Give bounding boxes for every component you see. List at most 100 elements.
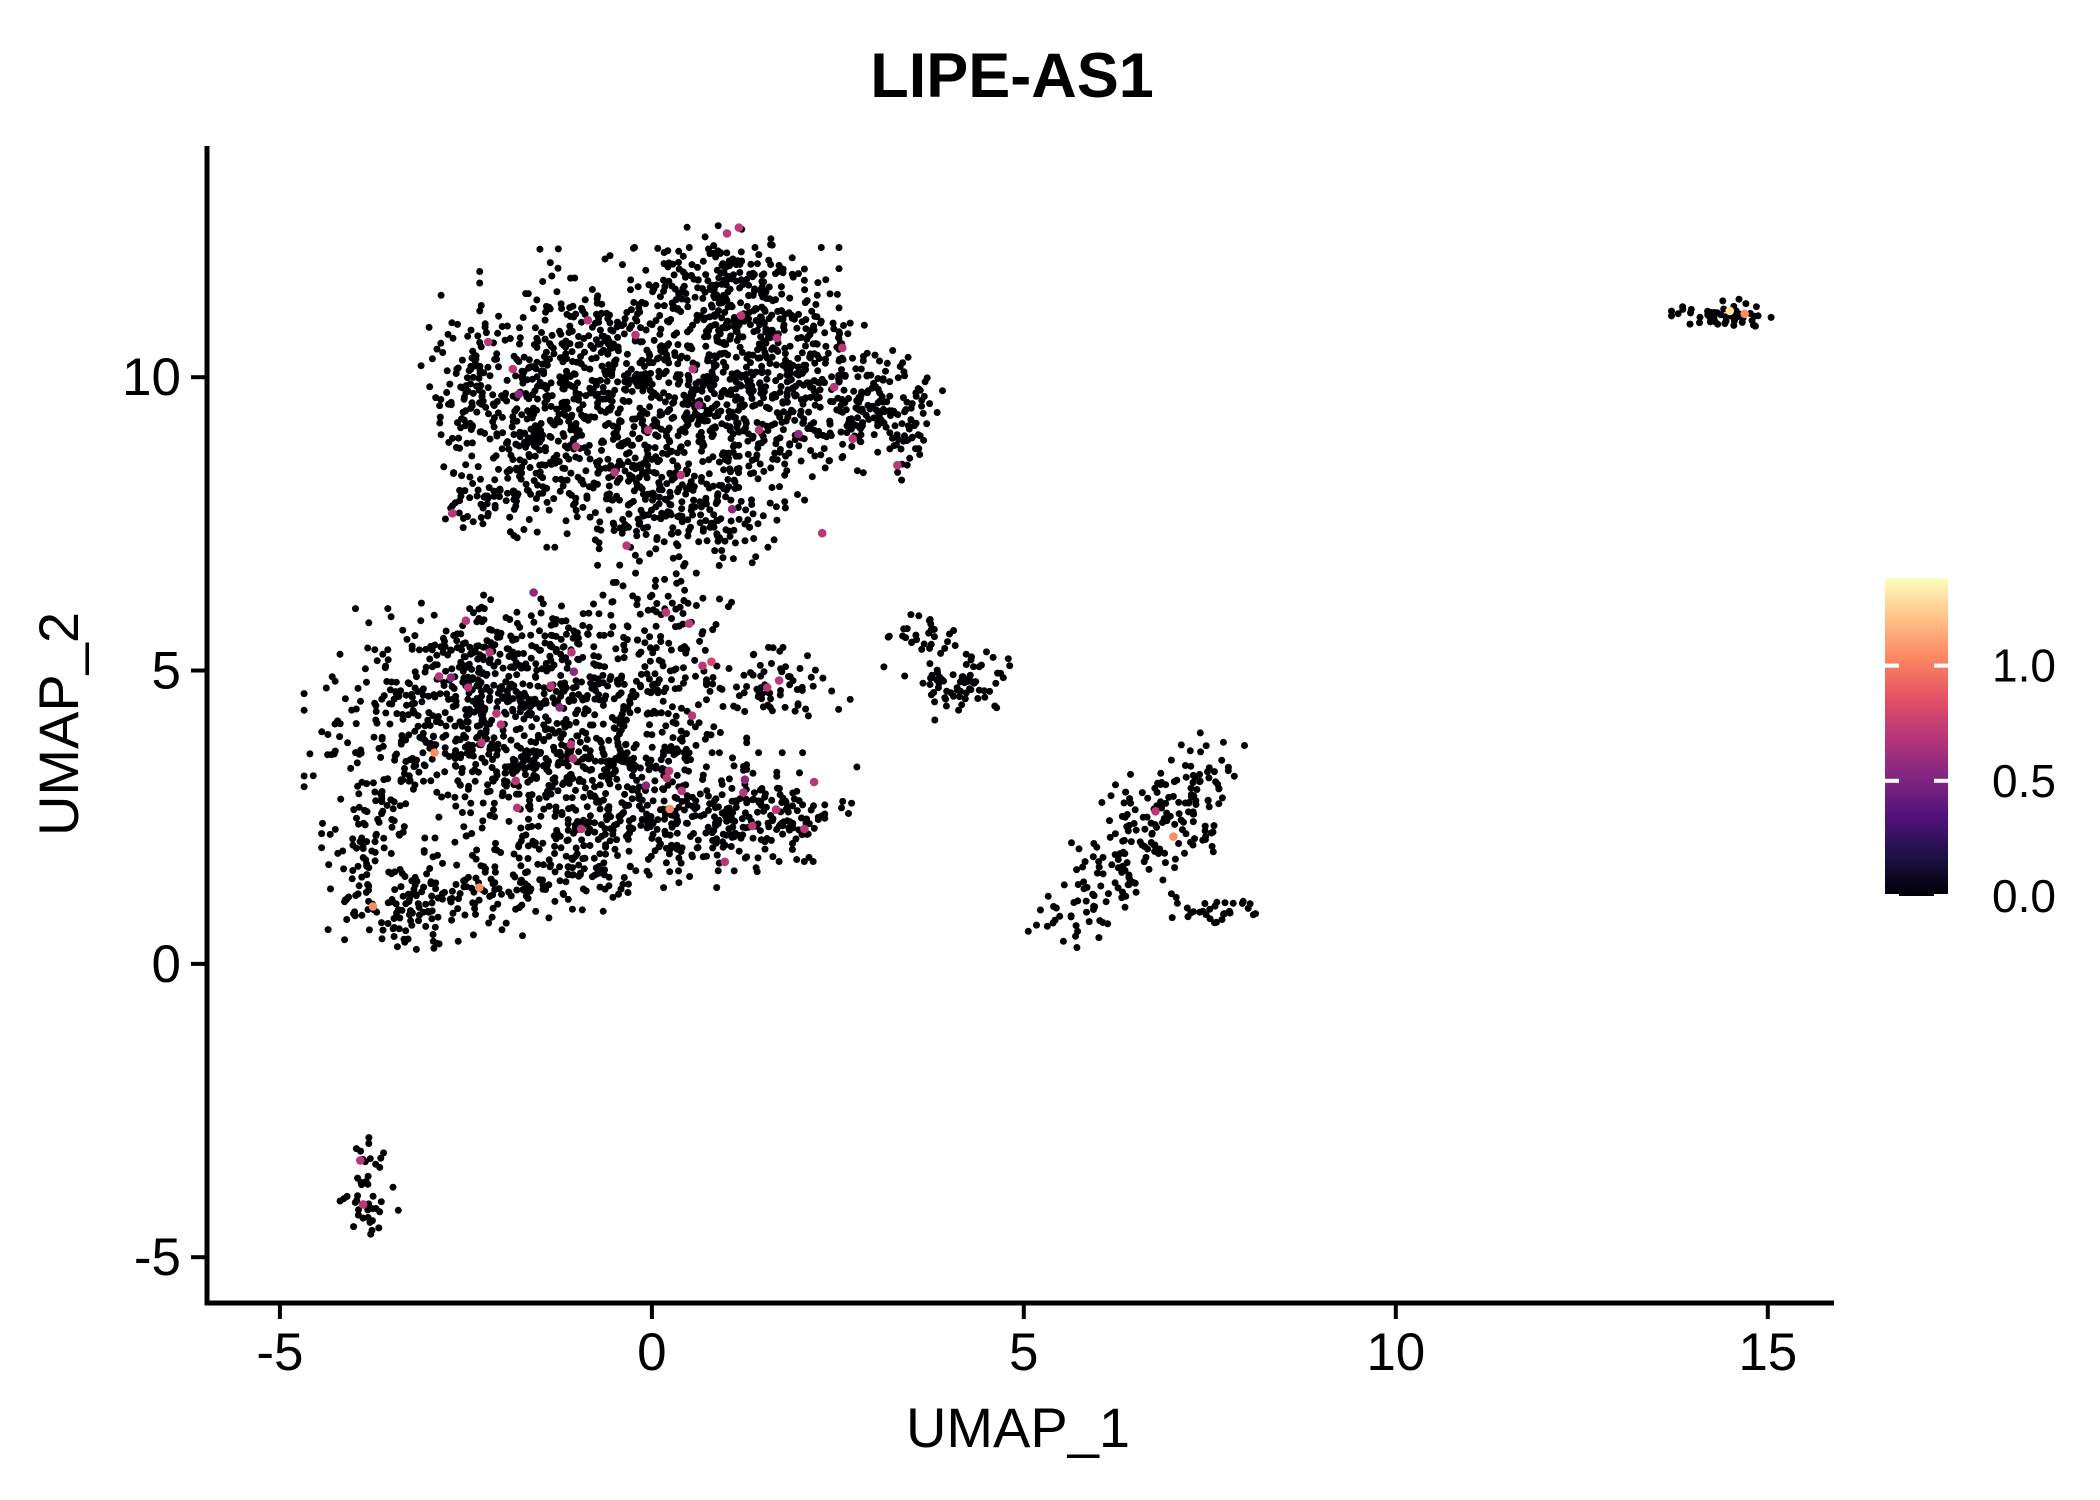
scatter-points (300, 222, 1775, 1238)
data-point (651, 444, 659, 452)
data-point (714, 803, 722, 811)
data-point (699, 257, 707, 265)
data-point (545, 856, 553, 864)
data-point (904, 353, 912, 361)
data-point (336, 720, 344, 728)
data-point (533, 436, 540, 444)
data-point (662, 722, 670, 730)
data-point (550, 832, 558, 840)
data-point (713, 516, 721, 524)
data-point (533, 715, 540, 723)
data-point (826, 290, 834, 298)
data-point (592, 661, 600, 669)
data-point (792, 382, 800, 390)
data-point (780, 408, 788, 416)
data-point (524, 855, 532, 862)
data-point (433, 651, 441, 659)
data-point (791, 707, 799, 715)
data-point (967, 686, 975, 694)
data-point (688, 394, 696, 401)
data-point (795, 442, 803, 450)
data-point (858, 388, 866, 396)
data-point (507, 892, 515, 900)
data-point (350, 806, 358, 814)
data-point (488, 913, 496, 921)
data-point (744, 450, 752, 458)
data-point (893, 431, 901, 439)
data-point (685, 460, 693, 468)
data-point (512, 713, 520, 721)
expressing-cell-point (583, 316, 593, 325)
data-point (1131, 806, 1139, 814)
data-point (673, 462, 681, 470)
data-point (777, 687, 785, 694)
data-point (744, 437, 752, 445)
data-point (579, 610, 587, 618)
data-point (542, 348, 550, 356)
data-point (619, 880, 627, 888)
data-point (544, 787, 552, 795)
data-point (459, 524, 467, 532)
data-point (604, 334, 611, 342)
data-point (513, 405, 521, 413)
data-point (560, 643, 568, 651)
data-point (399, 892, 407, 900)
data-point (491, 641, 499, 649)
data-point (463, 374, 471, 382)
data-point (653, 392, 661, 399)
data-point (747, 390, 755, 397)
data-point (786, 440, 794, 448)
data-point (1073, 944, 1081, 951)
data-point (694, 411, 702, 419)
data-point (1219, 738, 1227, 746)
data-point (737, 248, 745, 256)
data-point (336, 1197, 344, 1205)
data-point (399, 828, 407, 836)
data-point (677, 727, 685, 735)
data-point (649, 797, 657, 805)
data-point (363, 808, 371, 816)
data-point (505, 445, 513, 453)
data-point (1118, 894, 1126, 902)
data-point (400, 823, 408, 831)
data-point (550, 661, 558, 669)
data-point (711, 547, 719, 555)
data-point (383, 801, 391, 809)
data-point (551, 897, 559, 905)
data-point (589, 385, 597, 393)
data-point (747, 470, 754, 478)
data-point (887, 412, 894, 419)
data-point (1220, 910, 1228, 918)
data-point (863, 372, 871, 380)
data-point (552, 687, 560, 695)
data-point (1106, 833, 1114, 841)
data-point (458, 356, 466, 364)
data-point (656, 293, 664, 301)
data-point (493, 350, 501, 358)
data-point (533, 666, 541, 674)
data-point (594, 390, 602, 398)
data-point (372, 1160, 380, 1168)
data-point (520, 650, 527, 657)
expressing-cell-point (529, 588, 538, 597)
data-point (523, 486, 531, 494)
data-point (1144, 845, 1152, 853)
data-point (489, 756, 496, 763)
data-point (876, 410, 883, 418)
data-point (715, 749, 723, 757)
data-point (601, 663, 609, 671)
data-point (609, 341, 617, 349)
expressing-cell-point (1151, 807, 1160, 816)
data-point (396, 914, 404, 922)
data-point (644, 819, 652, 827)
data-point (742, 506, 750, 514)
data-point (378, 810, 386, 818)
data-point (667, 646, 675, 654)
data-point (727, 843, 735, 850)
data-point (800, 381, 808, 389)
data-point (324, 731, 332, 738)
data-point (463, 718, 471, 726)
data-point (618, 672, 626, 680)
data-point (636, 764, 644, 772)
data-point (696, 519, 704, 527)
